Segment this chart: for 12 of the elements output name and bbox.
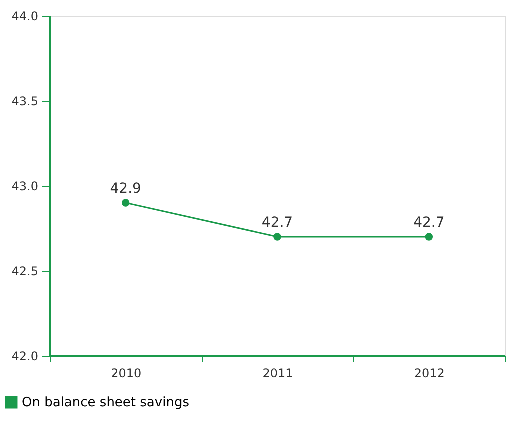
data-label: 42.9 [110, 181, 142, 197]
y-tick-label: 43.0 [12, 180, 38, 194]
data-label: 42.7 [262, 215, 294, 231]
x-tick-label: 2012 [414, 366, 445, 380]
x-tick-label: 2010 [111, 366, 142, 380]
data-label: 42.7 [414, 215, 445, 231]
x-tick-label: 2011 [262, 366, 294, 380]
y-tick-label: 43.5 [12, 94, 38, 108]
y-tick-label: 44.0 [12, 10, 38, 24]
y-tick-label: 42.0 [12, 350, 38, 364]
legend-label: On balance sheet savings [22, 396, 190, 410]
y-tick-label: 42.5 [12, 264, 38, 278]
